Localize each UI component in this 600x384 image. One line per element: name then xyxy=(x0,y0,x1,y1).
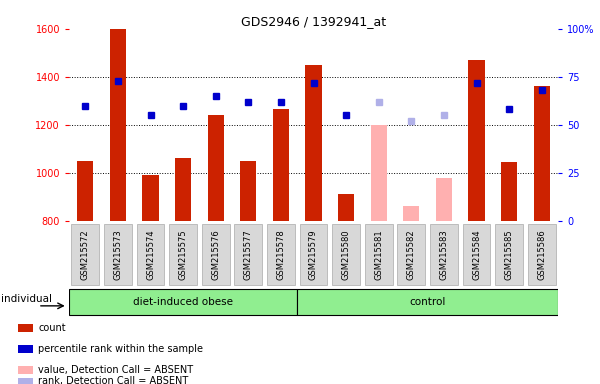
Bar xyxy=(175,158,191,221)
Bar xyxy=(69,290,297,315)
Bar xyxy=(110,29,126,221)
Bar xyxy=(436,177,452,221)
Bar xyxy=(267,224,295,285)
Bar xyxy=(137,224,164,285)
Bar xyxy=(208,115,224,221)
Text: GSM215576: GSM215576 xyxy=(211,229,220,280)
Title: GDS2946 / 1392941_at: GDS2946 / 1392941_at xyxy=(241,15,386,28)
Text: GSM215572: GSM215572 xyxy=(81,229,90,280)
Text: GSM215584: GSM215584 xyxy=(472,229,481,280)
Text: value, Detection Call = ABSENT: value, Detection Call = ABSENT xyxy=(38,365,194,375)
Bar xyxy=(365,224,392,285)
Text: GSM215582: GSM215582 xyxy=(407,229,416,280)
Text: GSM215574: GSM215574 xyxy=(146,229,155,280)
Text: GSM215585: GSM215585 xyxy=(505,229,514,280)
Text: GSM215583: GSM215583 xyxy=(439,229,448,280)
Text: count: count xyxy=(38,323,66,333)
Bar xyxy=(371,125,387,221)
Bar xyxy=(338,194,354,221)
Bar xyxy=(305,65,322,221)
Text: GSM215580: GSM215580 xyxy=(341,229,350,280)
Bar xyxy=(299,224,328,285)
Text: GSM215573: GSM215573 xyxy=(113,229,122,280)
Bar xyxy=(18,345,32,353)
Text: GSM215578: GSM215578 xyxy=(277,229,286,280)
Bar xyxy=(71,224,99,285)
Text: GSM215575: GSM215575 xyxy=(179,229,188,280)
Bar xyxy=(332,224,360,285)
Text: rank, Detection Call = ABSENT: rank, Detection Call = ABSENT xyxy=(38,376,189,384)
Bar xyxy=(142,175,158,221)
Bar xyxy=(235,224,262,285)
Bar xyxy=(273,109,289,221)
Bar xyxy=(169,224,197,285)
Text: GSM215581: GSM215581 xyxy=(374,229,383,280)
Text: diet-induced obese: diet-induced obese xyxy=(133,297,233,308)
Bar xyxy=(240,161,256,221)
Bar xyxy=(18,366,32,374)
Text: GSM215586: GSM215586 xyxy=(537,229,546,280)
Bar xyxy=(202,224,230,285)
Bar xyxy=(533,86,550,221)
Bar xyxy=(18,324,32,332)
Bar xyxy=(495,224,523,285)
Text: GSM215577: GSM215577 xyxy=(244,229,253,280)
Text: control: control xyxy=(409,297,446,308)
Bar xyxy=(397,224,425,285)
Bar xyxy=(469,60,485,221)
Bar xyxy=(77,161,94,221)
Bar xyxy=(430,224,458,285)
Bar xyxy=(501,162,517,221)
Bar xyxy=(528,224,556,285)
Text: individual: individual xyxy=(1,294,52,304)
Bar xyxy=(463,224,490,285)
Bar xyxy=(297,290,558,315)
Bar xyxy=(403,207,419,221)
Text: GSM215579: GSM215579 xyxy=(309,229,318,280)
Text: percentile rank within the sample: percentile rank within the sample xyxy=(38,344,203,354)
Bar xyxy=(18,378,32,384)
Bar xyxy=(104,224,132,285)
